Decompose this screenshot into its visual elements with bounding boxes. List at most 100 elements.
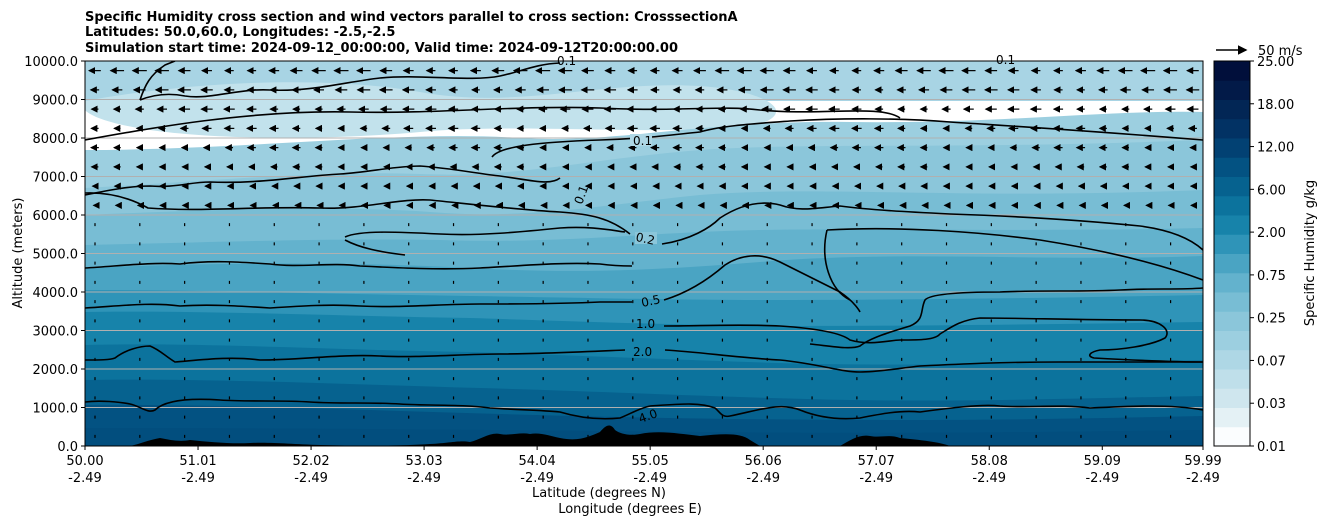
- wind-vector: [184, 242, 186, 246]
- wind-vector: [1169, 434, 1172, 438]
- wind-vector: [677, 338, 679, 342]
- wind-vector: [901, 338, 903, 342]
- wind-vector: [632, 338, 634, 342]
- wind-vector: [811, 434, 813, 438]
- colorbar-tick-label: 0.75: [1257, 269, 1286, 284]
- wind-vector: [273, 338, 275, 342]
- wind-vector: [228, 261, 231, 265]
- contour-0.1-top: [139, 61, 561, 101]
- colorbar-band: [1214, 80, 1250, 100]
- wind-vector: [901, 319, 903, 323]
- x-tick-label-lon: -2.49: [1085, 471, 1119, 486]
- wind-vector: [1125, 377, 1127, 381]
- wind-vector: [497, 261, 499, 265]
- wind-vector: [811, 300, 813, 304]
- wind-vector: [408, 319, 410, 323]
- wind-vector: [363, 338, 365, 342]
- wind-vector: [542, 338, 544, 342]
- wind-vector: [587, 415, 589, 419]
- wind-vector: [1035, 434, 1037, 438]
- wind-vector: [184, 396, 186, 400]
- wind-vector: [542, 377, 544, 381]
- wind-vector: [408, 396, 410, 400]
- chart-title: Specific Humidity cross section and wind…: [85, 10, 738, 56]
- wind-vector: [452, 261, 455, 265]
- wind-vector: [139, 300, 141, 304]
- wind-vector: [721, 396, 724, 400]
- contour-0.1-lower: [85, 165, 561, 196]
- wind-vector: [273, 242, 275, 246]
- wind-vector: [228, 415, 231, 419]
- wind-vector: [1125, 357, 1127, 361]
- wind-vector: [1035, 396, 1037, 400]
- contour-label-1.0: 1.0: [636, 317, 655, 331]
- colorbar-band: [1214, 176, 1250, 197]
- wind-vector: [945, 319, 948, 323]
- colorbar-band: [1214, 330, 1250, 351]
- x-tick-label-lon: -2.49: [972, 471, 1006, 486]
- wind-vector: [1035, 338, 1037, 342]
- wind-vector: [1169, 357, 1172, 361]
- wind-vector: [1035, 223, 1037, 227]
- wind-vector: [587, 261, 589, 265]
- colorbar-tick-label: 6.00: [1257, 183, 1286, 198]
- wind-vector: [452, 319, 455, 323]
- wind-vector: [273, 357, 275, 361]
- wind-vector: [228, 242, 231, 246]
- wind-vector: [542, 434, 544, 438]
- wind-vector: [1125, 338, 1127, 342]
- y-tick-label: 4000.0: [33, 286, 79, 301]
- colorbar-tick-label: 25.00: [1257, 55, 1294, 70]
- wind-vector: [139, 280, 141, 284]
- wind-vectors: [87, 67, 1200, 438]
- wind-vector: [318, 357, 320, 361]
- wind-vector: [273, 396, 275, 400]
- colorbar-band: [1214, 369, 1250, 389]
- wind-vector: [811, 338, 813, 342]
- wind-vector: [1080, 280, 1082, 284]
- contour-1.0-left: [85, 301, 632, 309]
- wind-vector: [1169, 319, 1172, 323]
- y-axis: 0.0 1000.0 2000.0 3000.0 4000.0 5000.0 6000.0 7…: [24, 55, 85, 455]
- wind-vector: [94, 300, 96, 304]
- x-tick-label-lat: 52.02: [292, 454, 329, 469]
- wind-vector: [452, 223, 455, 227]
- wind-vector: [139, 415, 141, 419]
- wind-vector: [408, 338, 410, 342]
- wind-vector: [1035, 319, 1037, 323]
- wind-vector: [632, 377, 634, 381]
- contour-0.2-right: [661, 202, 1203, 251]
- wind-vector: [1169, 242, 1172, 246]
- x-tick-label-lon: -2.49: [407, 471, 441, 486]
- wind-vector: [228, 338, 231, 342]
- wind-vector: [184, 338, 186, 342]
- x-tick-label-lon: -2.49: [181, 471, 215, 486]
- wind-vector: [497, 300, 499, 304]
- wind-vector: [945, 434, 948, 438]
- wind-vector: [184, 300, 186, 304]
- wind-vector: [990, 242, 992, 246]
- wind-vector: [94, 338, 96, 342]
- wind-vector: [318, 434, 320, 438]
- wind-vector: [363, 415, 365, 419]
- wind-vector: [363, 300, 365, 304]
- colorbar-band: [1214, 118, 1250, 139]
- wind-vector: [766, 300, 768, 304]
- wind-vector: [856, 434, 858, 438]
- title-line-1: Specific Humidity cross section and wind…: [85, 10, 738, 25]
- wind-vector: [587, 377, 589, 381]
- wind-key: 50 m/s: [1216, 44, 1303, 59]
- wind-vector: [766, 434, 768, 438]
- wind-vector: [677, 319, 679, 323]
- wind-vector: [587, 300, 589, 304]
- wind-vector: [901, 434, 903, 438]
- wind-vector: [452, 396, 455, 400]
- y-tick-label: 1000.0: [33, 402, 79, 417]
- wind-vector: [273, 280, 275, 284]
- x-tick-label-lon: -2.49: [294, 471, 328, 486]
- wind-vector: [856, 223, 858, 227]
- wind-vector: [766, 338, 768, 342]
- wind-vector: [766, 223, 768, 227]
- wind-vector: [945, 223, 948, 227]
